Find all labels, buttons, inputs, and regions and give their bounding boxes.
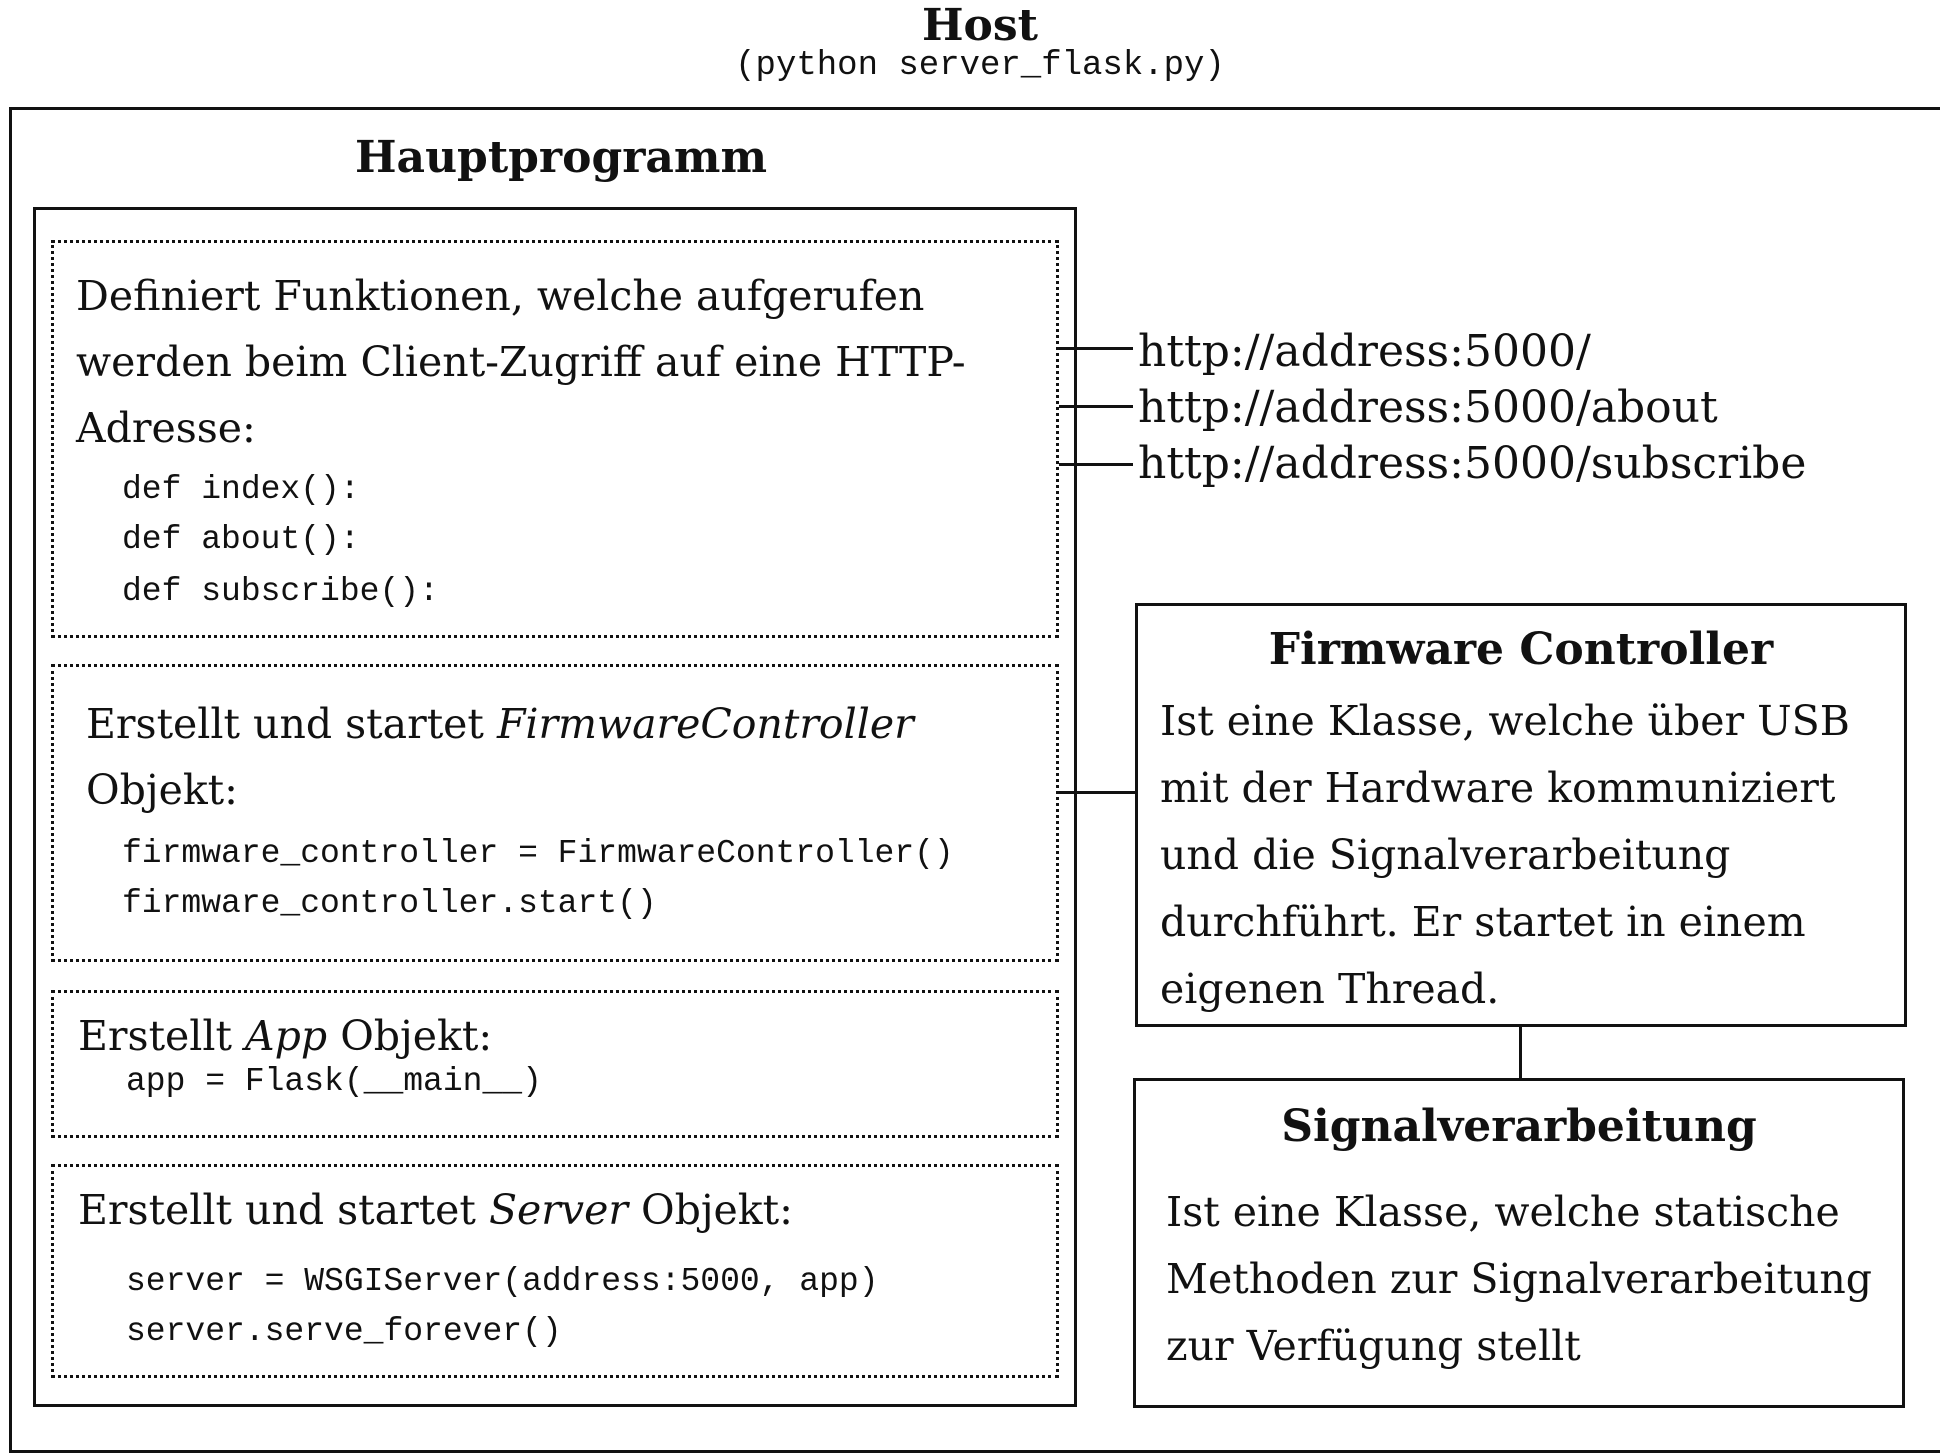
routes-box: Definiert Funktionen, welche aufgerufen …	[51, 240, 1059, 638]
host-title: Host	[921, 0, 1038, 51]
controller-connector	[1059, 791, 1137, 794]
url-connector-index	[1059, 347, 1133, 350]
server-description: Erstellt und startet Server Objekt:	[78, 1177, 1038, 1243]
controller-box: Erstellt und startet FirmwareController O…	[51, 664, 1059, 962]
controller-object-name: FirmwareController	[496, 700, 914, 748]
server-description-suffix: Objekt:	[627, 1186, 793, 1234]
server-object-name: Server	[488, 1186, 628, 1234]
host-frame	[9, 107, 1940, 1453]
routes-code-about: def about():	[122, 521, 360, 558]
routes-code-index: def index():	[122, 471, 360, 508]
server-description-prefix: Erstellt und startet	[78, 1186, 489, 1234]
controller-code-start: firmware_controller.start()	[122, 885, 657, 922]
firmware-controller-box: Firmware Controller Ist eine Klasse, wel…	[1135, 603, 1907, 1027]
main-program-title: Hauptprogramm	[354, 132, 768, 183]
firmware-controller-description: Ist eine Klasse, welche über USB mit der…	[1160, 697, 1850, 1013]
signal-connector	[1519, 1027, 1522, 1081]
app-description-suffix: Objekt:	[327, 1012, 493, 1060]
server-box: Erstellt und startet Server Objekt: serv…	[51, 1164, 1059, 1378]
server-code-serve: server.serve_forever()	[126, 1313, 562, 1350]
url-index: http://address:5000/	[1138, 326, 1591, 377]
host-command: (python server_flask.py)	[735, 47, 1225, 85]
main-program-frame	[33, 207, 1077, 1407]
app-box: Erstellt App Objekt: app = Flask(__main_…	[51, 990, 1059, 1138]
signal-processing-description: Ist eine Klasse, welche statische Method…	[1166, 1188, 1873, 1370]
controller-description-suffix: Objekt:	[86, 766, 238, 814]
firmware-controller-title: Firmware Controller	[1268, 624, 1774, 675]
routes-code-subscribe: def subscribe():	[122, 573, 439, 610]
controller-description-prefix: Erstellt und startet	[86, 700, 497, 748]
controller-description: Erstellt und startet FirmwareController O…	[86, 691, 1046, 823]
signal-processing-box: Signalverarbeitung Ist eine Klasse, welc…	[1133, 1078, 1905, 1408]
url-connector-about	[1059, 405, 1133, 408]
url-connector-subscribe	[1059, 463, 1133, 466]
app-description: Erstellt App Objekt:	[78, 1003, 1038, 1069]
app-code-create: app = Flask(__main__)	[126, 1063, 542, 1100]
server-code-create: server = WSGIServer(address:5000, app)	[126, 1263, 879, 1300]
url-about: http://address:5000/about	[1138, 382, 1718, 433]
app-object-name: App	[245, 1012, 328, 1060]
routes-description: Definiert Funktionen, welche aufgerufen …	[76, 272, 966, 452]
app-description-prefix: Erstellt	[78, 1012, 246, 1060]
url-subscribe: http://address:5000/subscribe	[1138, 438, 1807, 489]
controller-code-create: firmware_controller = FirmwareController…	[122, 835, 954, 872]
signal-processing-title: Signalverarbeitung	[1281, 1101, 1757, 1152]
